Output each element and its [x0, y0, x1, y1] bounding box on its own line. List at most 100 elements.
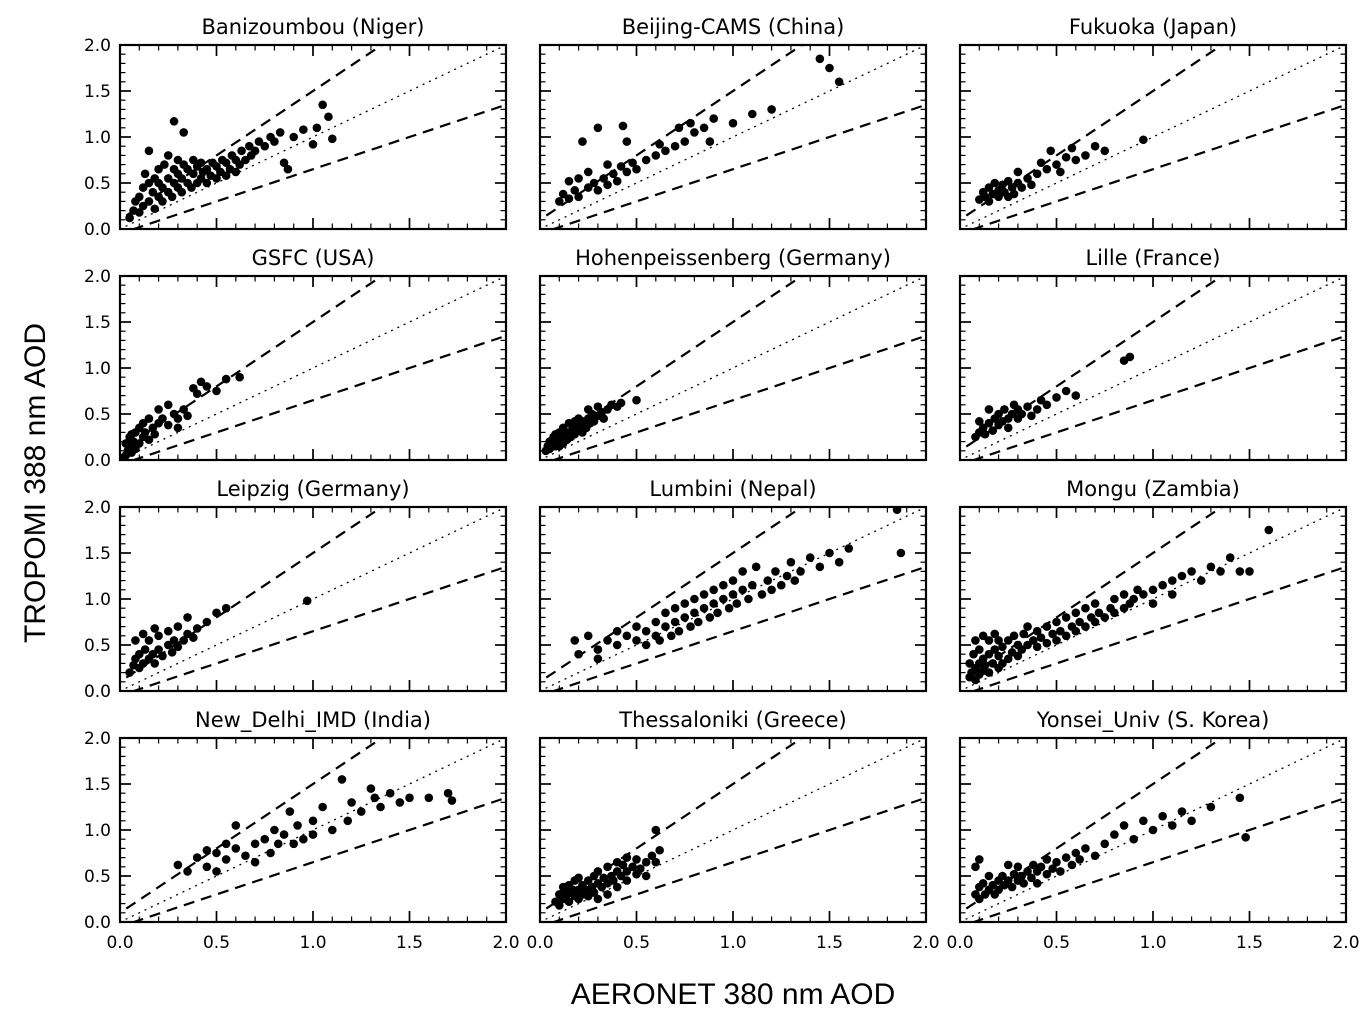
panel: Fukuoka (Japan) [958, 15, 1348, 231]
scatter-point [1017, 183, 1027, 192]
scatter-point [990, 178, 1000, 188]
scatter-point [628, 862, 637, 872]
scatter-points [555, 54, 844, 206]
scatter-point [202, 382, 212, 391]
scatter-point [751, 562, 761, 572]
panel: Thessaloniki (Greece) 0.0 0.5 1.0 1.5 2.0 [526, 708, 939, 953]
scatter-point [1023, 867, 1032, 876]
scatter-point [651, 825, 661, 835]
scatter-point [1052, 636, 1061, 645]
y-tick-label: 0.0 [84, 682, 111, 702]
scatter-point [558, 189, 568, 199]
scatter-point [173, 414, 183, 423]
scatter-point [593, 654, 603, 664]
scatter-point [150, 659, 160, 668]
scatter-point [1032, 879, 1042, 888]
scatter-point [196, 158, 206, 168]
scatter-point [447, 796, 457, 805]
scatter-point [641, 857, 651, 867]
scatter-point [183, 164, 192, 174]
panel-frame [958, 736, 1348, 924]
y-tick-label: 0.0 [84, 913, 111, 933]
scatter-point [370, 793, 380, 803]
scatter-point [892, 507, 902, 515]
scatter-point [661, 622, 670, 631]
scatter-point [1081, 622, 1090, 631]
scatter-point [1245, 567, 1254, 576]
scatter-point [1139, 590, 1148, 599]
scatter-point [1027, 411, 1036, 421]
panel: GSFC (USA) 0.0 0.5 1.0 1.5 2.0 [84, 246, 508, 471]
scatter-point [167, 648, 177, 657]
scatter-point [1007, 882, 1017, 892]
y-tick-label: 1.0 [84, 821, 111, 841]
scatter-point [603, 862, 612, 872]
scatter-point [1003, 423, 1013, 433]
scatter-point [574, 192, 583, 202]
scatter-point [1090, 599, 1100, 608]
panel-title: Leipzig (Germany) [216, 477, 409, 501]
scatter-points [173, 775, 457, 876]
scatter-point [728, 576, 738, 585]
scatter-point [183, 613, 192, 622]
scatter-point [1081, 151, 1090, 160]
x-tick-label: 1.0 [299, 933, 326, 953]
scatter-point [709, 585, 718, 595]
scatter-point [965, 659, 974, 668]
scatter-point [1196, 576, 1206, 585]
y-tick-label: 2.0 [84, 267, 111, 287]
scatter-point [1036, 158, 1046, 168]
scatter-point [612, 626, 622, 636]
scatter-point [1129, 834, 1138, 844]
scatter-point [163, 151, 173, 160]
x-tick-label: 0.0 [106, 933, 133, 953]
x-tick-label: 1.5 [1236, 933, 1263, 953]
y-tick-label: 1.5 [84, 775, 111, 795]
lower-envelope-line [550, 565, 926, 691]
scatter-point [376, 802, 385, 812]
scatter-point [154, 631, 163, 641]
lower-envelope-line [970, 334, 1346, 460]
scatter-point [1081, 603, 1090, 613]
scatter-point [212, 867, 221, 876]
scatter-point [632, 622, 641, 631]
panel: New_Delhi_IMD (India) 0.0 0.5 1.0 1.5 2.0 0.0 0… [84, 708, 520, 953]
scatter-point [713, 608, 722, 618]
scatter-point [1090, 141, 1100, 151]
scatter-point [603, 180, 612, 190]
scatter-point [1177, 571, 1187, 581]
scatter-point [632, 164, 641, 174]
scatter-point [308, 830, 318, 839]
one-to-one-line [120, 738, 506, 922]
y-tick-label: 0.5 [84, 405, 111, 425]
scatter-point [150, 204, 160, 214]
scatter-point [308, 140, 318, 149]
scatter-point [144, 146, 154, 156]
y-tick-label: 2.0 [84, 729, 111, 749]
scatter-point [1052, 857, 1061, 867]
scatter-point [593, 867, 603, 876]
scatter-point [1235, 793, 1245, 803]
scatter-point [163, 420, 173, 430]
y-tick-label: 0.5 [84, 867, 111, 887]
scatter-point [183, 867, 192, 876]
scatter-point [599, 414, 608, 423]
scatter-point [1067, 860, 1077, 870]
scatter-point [158, 197, 167, 206]
scatter-point [984, 649, 994, 659]
scatter-point [285, 807, 295, 816]
scatter-point [651, 617, 661, 627]
scatter-point [686, 622, 695, 631]
scatter-point [221, 171, 231, 180]
scatter-point [160, 160, 169, 169]
scatter-point [690, 608, 699, 618]
scatter-point [994, 409, 1003, 419]
x-tick-label: 0.5 [623, 933, 650, 953]
scatter-points [120, 372, 244, 460]
scatter-point [647, 851, 657, 861]
scatter-point [1061, 853, 1071, 862]
scatter-point [1052, 393, 1061, 402]
panel-frame [958, 43, 1348, 231]
x-tick-label: 2.0 [1332, 933, 1359, 953]
